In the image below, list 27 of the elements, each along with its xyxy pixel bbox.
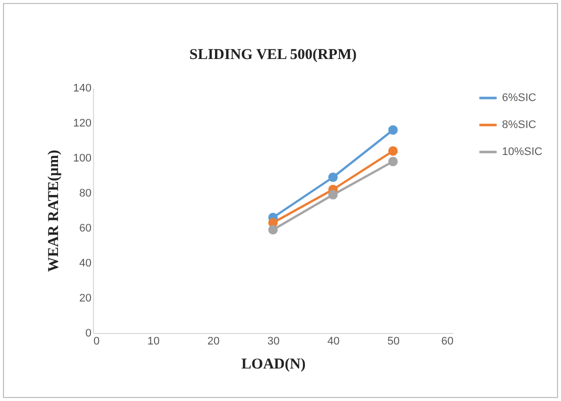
point (328, 172, 338, 182)
y-tick-label: 0 (85, 328, 92, 340)
point (268, 225, 278, 234)
y-tick-label: 80 (79, 188, 92, 200)
x-tick-label: 10 (147, 336, 160, 348)
x-tick-label: 20 (207, 336, 220, 348)
legend-label: 10%SIC (502, 146, 542, 158)
y-tick-label: 20 (79, 292, 92, 304)
x-tick-label: 60 (441, 336, 454, 348)
legend-label: 6%SIC (502, 92, 536, 104)
x-tick-label: 0 (94, 336, 100, 348)
point (328, 190, 338, 200)
legend-label: 8%SIC (502, 119, 536, 131)
y-axis-title: WEAR RATE(µm) (46, 150, 62, 272)
y-tick-label: 140 (73, 82, 92, 94)
y-tick-label: 60 (79, 222, 92, 234)
y-tick-label: 40 (79, 258, 92, 270)
x-tick-label: 40 (327, 336, 340, 348)
point (388, 146, 398, 156)
chart-title: SLIDING VEL 500(RPM) (189, 47, 357, 63)
y-tick-label: 100 (73, 152, 92, 164)
x-tick-label: 30 (267, 336, 280, 348)
x-tick-label: 50 (387, 336, 400, 348)
point (388, 156, 398, 166)
y-tick-label: 120 (73, 118, 92, 130)
x-axis-title: LOAD(N) (241, 356, 306, 372)
point (388, 125, 398, 135)
